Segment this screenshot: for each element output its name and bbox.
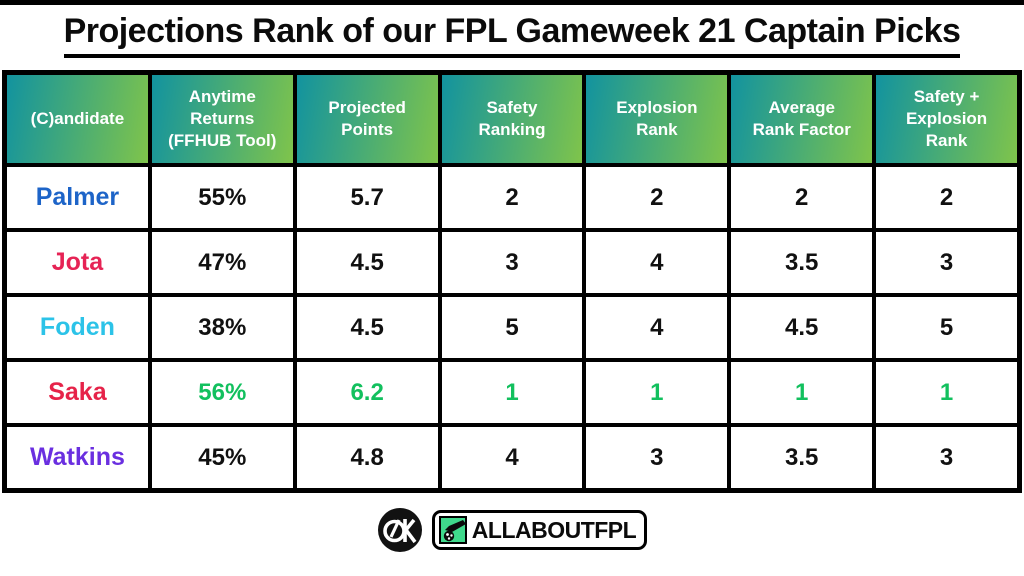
value-cell: 2 <box>731 167 873 228</box>
value-cell: 38% <box>151 297 293 358</box>
column-header: Projected Points <box>296 75 438 163</box>
value-cell: 4.8 <box>296 427 438 488</box>
value-cell: 3.5 <box>731 232 873 293</box>
column-header: (C)andidate <box>7 75 148 163</box>
footer-logos: ALLABOUTFPL <box>0 507 1024 553</box>
player-name-cell: Jota <box>7 232 148 293</box>
value-cell: 3 <box>876 232 1017 293</box>
column-header: Anytime Returns (FFHUB Tool) <box>151 75 293 163</box>
value-cell: 1 <box>441 362 583 423</box>
allaboutfpl-badge: ALLABOUTFPL <box>431 510 648 550</box>
value-cell: 5.7 <box>296 167 438 228</box>
value-cell: 4 <box>441 427 583 488</box>
captain-picks-table: (C)andidate Anytime Returns (FFHUB Tool) P… <box>2 70 1022 493</box>
column-header: Explosion Rank <box>586 75 728 163</box>
column-header: Safety + Explosion Rank <box>876 75 1017 163</box>
value-cell: 5 <box>441 297 583 358</box>
column-header: Average Rank Factor <box>731 75 873 163</box>
value-cell: 4 <box>586 232 728 293</box>
player-name-cell: Watkins <box>7 427 148 488</box>
value-cell: 1 <box>731 362 873 423</box>
top-border-bar <box>0 0 1024 5</box>
value-cell: 3 <box>586 427 728 488</box>
value-cell: 4.5 <box>296 232 438 293</box>
value-cell: 45% <box>151 427 293 488</box>
value-cell: 4.5 <box>296 297 438 358</box>
page-title: Projections Rank of our FPL Gameweek 21 … <box>63 12 961 58</box>
value-cell: 3 <box>876 427 1017 488</box>
value-cell: 2 <box>876 167 1017 228</box>
value-cell: 4 <box>586 297 728 358</box>
value-cell: 1 <box>876 362 1017 423</box>
column-header: Safety Ranking <box>441 75 583 163</box>
value-cell: 5 <box>876 297 1017 358</box>
value-cell: 3.5 <box>731 427 873 488</box>
player-name-cell: Foden <box>7 297 148 358</box>
player-name-cell: Palmer <box>7 167 148 228</box>
brand-name: ALLABOUTFPL <box>471 516 637 543</box>
value-cell: 47% <box>151 232 293 293</box>
ak-monogram-icon <box>377 508 422 552</box>
value-cell: 1 <box>586 362 728 423</box>
value-cell: 6.2 <box>296 362 438 423</box>
value-cell: 4.5 <box>731 297 873 358</box>
title-area: Projections Rank of our FPL Gameweek 21 … <box>0 12 1024 58</box>
football-boot-icon <box>438 516 467 544</box>
value-cell: 55% <box>151 167 293 228</box>
value-cell: 3 <box>441 232 583 293</box>
value-cell: 2 <box>586 167 728 228</box>
value-cell: 56% <box>151 362 293 423</box>
player-name-cell: Saka <box>7 362 148 423</box>
value-cell: 2 <box>441 167 583 228</box>
